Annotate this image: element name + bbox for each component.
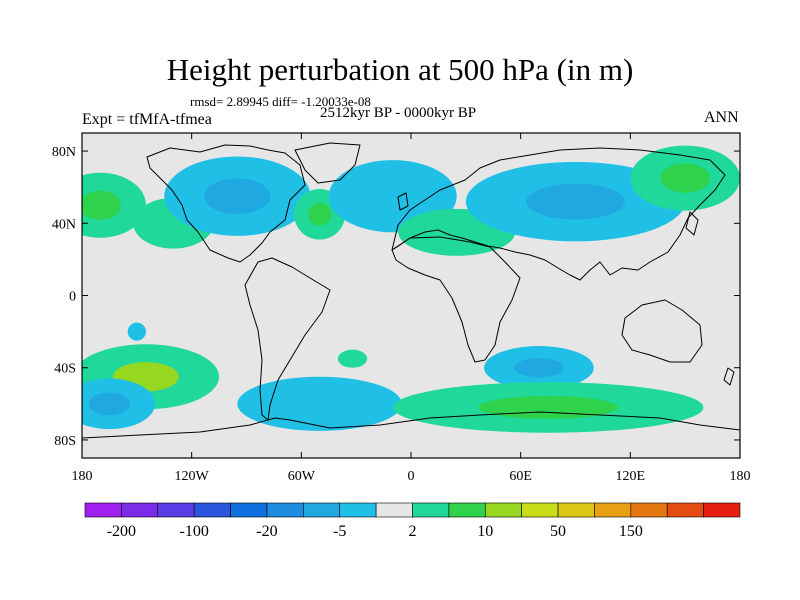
colorbar-label: 10 [477, 523, 493, 540]
colorbar-label: 2 [409, 523, 417, 540]
coast-eurasia [391, 147, 726, 281]
anomaly-south-atlantic-small-positive [337, 349, 368, 368]
colorbar-box [121, 502, 159, 518]
colorbar-label: -20 [256, 523, 277, 540]
colorbar-label: -100 [180, 523, 209, 540]
colorbar-box [703, 502, 741, 518]
x-tick-label: 180 [730, 469, 751, 484]
anomaly-core-northwest-pacific-positive [660, 163, 710, 193]
coast-new-zealand [723, 367, 735, 386]
anomaly-core-west-atlantic-positive [308, 202, 332, 226]
colorbar-box [630, 502, 668, 518]
x-tick-label: 120E [616, 469, 646, 484]
anomaly-core-southern-ocean-positive [478, 396, 618, 419]
x-tick-label: 120W [175, 469, 210, 484]
y-tick-label: 40S [54, 362, 76, 377]
coast-south-america [244, 257, 331, 421]
colorbar-box [594, 502, 632, 518]
x-tick-label: 0 [408, 469, 415, 484]
coast-japan [685, 211, 699, 236]
anomaly-core-indian-ocean-negative [514, 357, 564, 378]
coast-british-isles [397, 192, 409, 211]
anomaly-core-siberia-negative [526, 183, 625, 220]
colorbar: -200 -100 -20 -5 2 10 50 150 [84, 502, 741, 540]
colorbar-box [266, 502, 304, 518]
x-tick-label: 60E [509, 469, 532, 484]
anomaly-core-north-pacific-positive [82, 190, 121, 220]
colorbar-box [193, 502, 231, 518]
colorbar-box [666, 502, 704, 518]
period-label: 2512kyr BP - 0000kyr BP [320, 105, 477, 121]
coast-australia [621, 299, 703, 363]
y-tick-label: 0 [69, 290, 76, 305]
colorbar-box [303, 502, 341, 518]
anomaly-tropical-pacific-negative [127, 322, 146, 341]
colorbar-box [484, 502, 522, 518]
colorbar-label: 150 [619, 523, 643, 540]
anomaly-core-north-america-negative [204, 178, 271, 215]
x-tick-label: 180 [72, 469, 93, 484]
coast-africa [391, 236, 521, 363]
colorbar-box [84, 502, 122, 518]
colorbar-box [521, 502, 559, 518]
anomaly-south-atlantic-negative [237, 376, 402, 431]
coast-north-america [146, 144, 306, 263]
colorbar-label: 50 [550, 523, 566, 540]
colorbar-box [375, 502, 413, 518]
colorbar-box [157, 502, 195, 518]
experiment-label: Expt = tfMfA-tfmea [82, 111, 212, 128]
colorbar-box [412, 502, 450, 518]
colorbar-box [557, 502, 595, 518]
x-tick-label: 60W [288, 469, 316, 484]
y-tick-label: 80N [52, 145, 76, 160]
colorbar-label: -5 [333, 523, 346, 540]
y-tick-label: 80S [54, 434, 76, 449]
coastline-layer [82, 142, 740, 439]
colorbar-label: -200 [107, 523, 136, 540]
colorbar-box [339, 502, 377, 518]
colorbar-box [448, 502, 486, 518]
chart-title: Height perturbation at 500 hPa (in m) [166, 52, 634, 87]
y-tick-label: 40N [52, 217, 76, 232]
season-label: ANN [704, 109, 739, 126]
coast-greenland [294, 142, 361, 184]
rmsd-stats: rmsd= 2.89945 diff= -1.20033e-08 [190, 94, 371, 109]
axis-layer: 180 120W 60W 0 60E 120E 180 80N 40N 0 40S 80S [52, 133, 751, 484]
anomaly-core-southeast-pacific-negative [88, 392, 130, 416]
anomaly-layer [82, 145, 740, 433]
coast-antarctica [82, 411, 740, 439]
colorbar-box [230, 502, 268, 518]
